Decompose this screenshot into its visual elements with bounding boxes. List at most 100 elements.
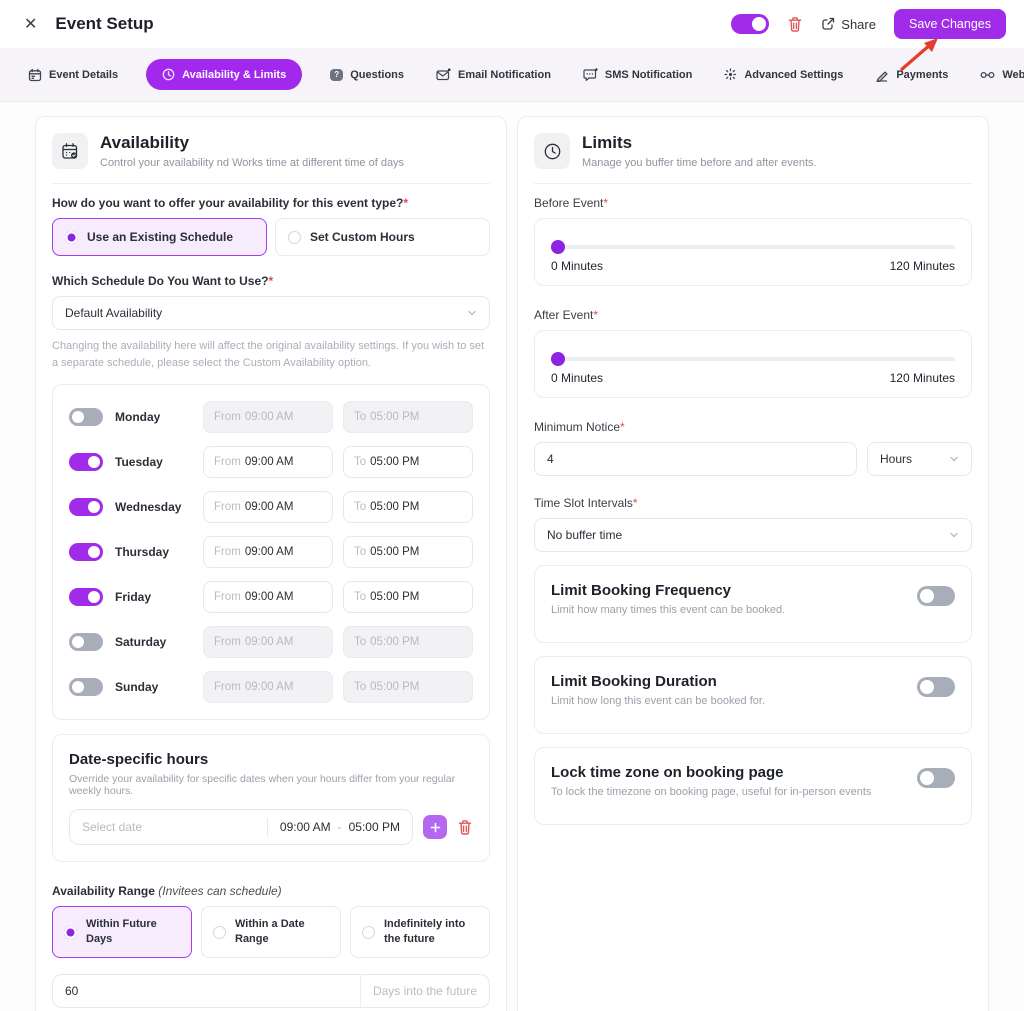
day-from-input[interactable]: From 09:00 AM xyxy=(203,491,333,524)
day-toggle[interactable] xyxy=(69,408,103,427)
save-changes-button[interactable]: Save Changes xyxy=(893,9,1006,39)
future-days-input[interactable] xyxy=(65,984,360,999)
day-toggle[interactable] xyxy=(69,588,103,607)
day-toggle[interactable] xyxy=(69,498,103,517)
toggle-knob xyxy=(88,546,100,559)
limit-toggle[interactable] xyxy=(917,677,955,697)
day-to-input[interactable]: To 05:00 PM xyxy=(343,446,473,479)
minimum-notice-input[interactable] xyxy=(534,442,857,476)
range-option[interactable]: Within Future Days xyxy=(52,906,192,959)
range-option[interactable]: Within a Date Range xyxy=(201,906,341,959)
tab-email-notification[interactable]: Email Notification xyxy=(432,59,555,90)
toggle-knob xyxy=(88,456,100,469)
availability-range-label: Availability Range (Invitees can schedul… xyxy=(52,884,282,899)
from-prefix: From xyxy=(214,411,241,424)
select-date-input[interactable] xyxy=(82,820,255,835)
gear-icon xyxy=(724,68,737,81)
limit-toggle[interactable] xyxy=(917,586,955,606)
divider xyxy=(52,183,490,184)
after-event-slider-track[interactable] xyxy=(551,352,955,366)
radio-icon xyxy=(288,230,301,244)
toggle-knob xyxy=(920,680,934,694)
delete-event-button[interactable] xyxy=(787,16,803,33)
day-toggle[interactable] xyxy=(69,453,103,472)
to-prefix: To xyxy=(354,636,367,649)
weekday-row: Sunday From 09:00 AM To 05:00 PM xyxy=(69,671,473,704)
future-days-suffix: Days into the future xyxy=(359,974,489,1009)
required-mark: * xyxy=(403,196,409,210)
tab-availability-limits[interactable]: Availability & Limits xyxy=(146,59,303,90)
close-button[interactable]: ✕ xyxy=(18,10,43,38)
to-value: 05:00 PM xyxy=(370,636,420,649)
from-value: 09:00 AM xyxy=(244,636,294,649)
day-from-input[interactable]: From 09:00 AM xyxy=(203,581,333,614)
day-toggle[interactable] xyxy=(69,543,103,562)
required-mark: * xyxy=(268,274,274,288)
schedule-select[interactable]: Default Availability xyxy=(52,296,490,330)
remove-date-button[interactable] xyxy=(457,819,473,836)
day-to-input[interactable]: To 05:00 PM xyxy=(343,581,473,614)
radio-icon xyxy=(64,925,77,939)
publish-toggle[interactable] xyxy=(731,14,770,34)
day-to-input[interactable]: To 05:00 PM xyxy=(343,491,473,524)
unit-value: Hours xyxy=(880,452,913,466)
toggle-card-subtitle: To lock the timezone on booking page, us… xyxy=(551,786,872,798)
before-event-label: Before Event* xyxy=(534,196,609,210)
before-event-slider-handle[interactable] xyxy=(551,240,565,254)
from-prefix: From xyxy=(214,681,241,694)
to-value: 05:00 PM xyxy=(370,411,420,424)
time-slot-select[interactable]: No buffer time xyxy=(534,518,972,552)
limit-toggle-card: Limit Booking Duration Limit how long th… xyxy=(534,656,972,734)
schedule-note: Changing the availability here will affe… xyxy=(52,340,485,370)
radio-icon xyxy=(362,925,375,939)
from-value: 09:00 AM xyxy=(244,501,294,514)
day-from-input[interactable]: From 09:00 AM xyxy=(203,446,333,479)
share-button[interactable]: Share xyxy=(821,17,876,32)
required-mark: * xyxy=(620,420,625,434)
tab-questions[interactable]: ? Questions xyxy=(326,60,408,90)
limit-toggle[interactable] xyxy=(917,768,955,788)
calendar-icon xyxy=(28,68,42,81)
availability-subtitle: Control your availability nd Works time … xyxy=(100,157,405,169)
after-event-slider-handle[interactable] xyxy=(551,352,565,366)
tab-webhooks[interactable]: Webhooks xyxy=(976,60,1024,90)
tab-bar: Event Details Availability & Limits ? Qu… xyxy=(0,48,1024,102)
radio-checked-icon xyxy=(65,230,78,244)
option-existing-schedule[interactable]: Use an Existing Schedule xyxy=(52,218,267,256)
weekday-row: Tuesday From 09:00 AM To 05:00 PM xyxy=(69,446,473,479)
to-prefix: To xyxy=(354,501,367,514)
to-value: 05:00 PM xyxy=(370,591,420,604)
chevron-down-icon xyxy=(950,532,958,538)
time-slot-value: No buffer time xyxy=(547,528,623,542)
before-event-slider-track[interactable] xyxy=(551,240,955,254)
limits-card: Limits Manage you buffer time before and… xyxy=(517,116,989,1011)
share-label: Share xyxy=(841,16,876,32)
tab-advanced-settings[interactable]: Advanced Settings xyxy=(720,59,847,90)
add-date-button[interactable] xyxy=(423,815,447,840)
limit-toggle-card: Lock time zone on booking page To lock t… xyxy=(534,747,972,825)
day-toggle[interactable] xyxy=(69,678,103,697)
date-from-time[interactable]: 09:00 AM xyxy=(279,820,331,835)
after-event-label: After Event* xyxy=(534,308,599,322)
from-prefix: From xyxy=(214,501,241,514)
tab-sms-notification[interactable]: SMS Notification xyxy=(579,59,696,91)
divider xyxy=(534,183,972,184)
range-option[interactable]: Indefinitely into the future xyxy=(350,906,490,959)
day-from-input: From 09:00 AM xyxy=(203,401,333,434)
date-to-time[interactable]: 05:00 PM xyxy=(348,820,400,835)
main-content: Availability Control your availability n… xyxy=(0,102,1024,1011)
trash-icon xyxy=(789,16,802,32)
day-from-input[interactable]: From 09:00 AM xyxy=(203,536,333,569)
day-label: Monday xyxy=(115,410,161,425)
tab-event-details[interactable]: Event Details xyxy=(24,59,122,91)
day-toggle[interactable] xyxy=(69,633,103,652)
option-custom-hours[interactable]: Set Custom Hours xyxy=(275,218,490,256)
day-to-input[interactable]: To 05:00 PM xyxy=(343,536,473,569)
day-to-input: To 05:00 PM xyxy=(343,626,473,659)
to-prefix: To xyxy=(354,681,367,694)
chevron-down-icon xyxy=(950,456,958,462)
minimum-notice-unit-select[interactable]: Hours xyxy=(867,442,972,476)
slider-max-label: 120 Minutes xyxy=(889,371,955,385)
weekday-row: Monday From 09:00 AM To 05:00 PM xyxy=(69,401,473,434)
tab-payments[interactable]: Payments xyxy=(871,59,952,91)
